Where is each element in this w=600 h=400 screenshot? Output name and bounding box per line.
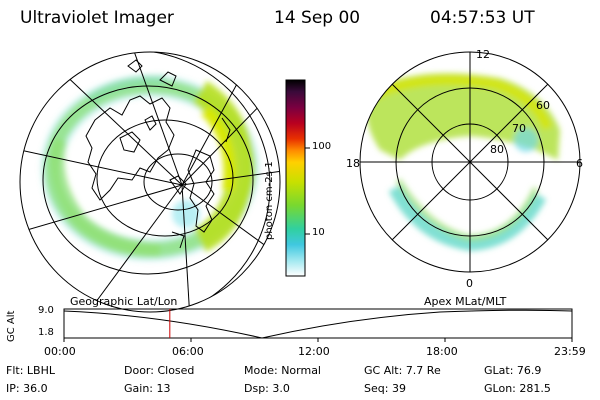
footer-gcalt: GC Alt: 7.7 Re xyxy=(364,364,441,377)
lat-label-80: 80 xyxy=(490,143,504,156)
geographic-map xyxy=(19,51,281,313)
mode-key: Mode: xyxy=(244,364,278,377)
date-label: 14 Sep 00 xyxy=(274,8,361,28)
footer-seq: Seq: 39 xyxy=(364,382,406,395)
colorbar xyxy=(285,79,310,277)
glon-key: GLon: xyxy=(484,382,516,395)
mode-value: Normal xyxy=(281,364,321,377)
flt-value: LBHL xyxy=(26,364,55,377)
mlt-label-12: 12 xyxy=(476,48,490,61)
door-value: Closed xyxy=(157,364,195,377)
geo-aurora-emission xyxy=(41,74,259,261)
glat-key: GLat: xyxy=(484,364,514,377)
footer-ip: IP: 36.0 xyxy=(6,382,48,395)
glat-value: 76.9 xyxy=(516,364,542,377)
geo-projection-label: Geographic Lat/Lon xyxy=(70,295,178,308)
seq-key: Seq: xyxy=(364,382,389,395)
dsp-value: 3.0 xyxy=(272,382,290,395)
geo-coastlines xyxy=(85,59,231,249)
footer-dsp: Dsp: 3.0 xyxy=(244,382,290,395)
colorbar-unit-label: photon cm-2s-1 xyxy=(264,161,275,240)
altitude-xtick-0000: 00:00 xyxy=(44,345,76,358)
altitude-xtick-1200: 12:00 xyxy=(298,345,330,358)
altitude-x-ticks xyxy=(63,338,573,342)
footer-mode: Mode: Normal xyxy=(244,364,321,377)
lat-label-60: 60 xyxy=(536,99,550,112)
gain-key: Gain: xyxy=(124,382,153,395)
mlt-label-18: 18 xyxy=(346,157,360,170)
polar-plot xyxy=(359,51,581,273)
mlt-label-0: 0 xyxy=(466,277,473,290)
footer-glat: GLat: 76.9 xyxy=(484,364,541,377)
gcalt-value: 7.7 Re xyxy=(405,364,441,377)
instrument-title: Ultraviolet Imager xyxy=(20,8,174,28)
footer-gain: Gain: 13 xyxy=(124,382,171,395)
gcalt-key: GC Alt: xyxy=(364,364,403,377)
polar-projection-label: Apex MLat/MLT xyxy=(424,295,507,308)
gain-value: 13 xyxy=(156,382,171,395)
altitude-ytick-1-8: 1.8 xyxy=(38,327,54,338)
mlt-label-6: 6 xyxy=(576,157,583,170)
seq-value: 39 xyxy=(391,382,406,395)
altitude-plot-frame xyxy=(63,308,573,339)
dsp-key: Dsp: xyxy=(244,382,269,395)
altitude-plot xyxy=(63,308,573,342)
lat-label-70: 70 xyxy=(512,122,526,135)
altitude-xtick-0600: 06:00 xyxy=(172,345,204,358)
colorbar-tick-100: 100 xyxy=(312,141,332,152)
ip-value: 36.0 xyxy=(23,382,48,395)
colorbar-tick-10: 10 xyxy=(312,227,325,238)
polar-aurora-emission xyxy=(365,73,560,252)
geo-grid-lines xyxy=(20,52,280,312)
time-label: 04:57:53 UT xyxy=(430,8,535,28)
altitude-ytick-9: 9.0 xyxy=(38,305,54,316)
footer-flt: Flt: LBHL xyxy=(6,364,55,377)
altitude-xtick-1800: 18:00 xyxy=(426,345,458,358)
footer-glon: GLon: 281.5 xyxy=(484,382,551,395)
altitude-xtick-2359: 23:59 xyxy=(554,345,586,358)
ip-key: IP: xyxy=(6,382,20,395)
footer-door: Door: Closed xyxy=(124,364,194,377)
door-key: Door: xyxy=(124,364,154,377)
altitude-ylabel: GC Alt xyxy=(6,310,17,342)
polar-grid xyxy=(359,51,581,273)
altitude-curve xyxy=(63,309,573,339)
geo-map-boundary xyxy=(19,51,281,313)
colorbar-gradient xyxy=(285,79,306,277)
glon-value: 281.5 xyxy=(519,382,551,395)
flt-key: Flt: xyxy=(6,364,24,377)
